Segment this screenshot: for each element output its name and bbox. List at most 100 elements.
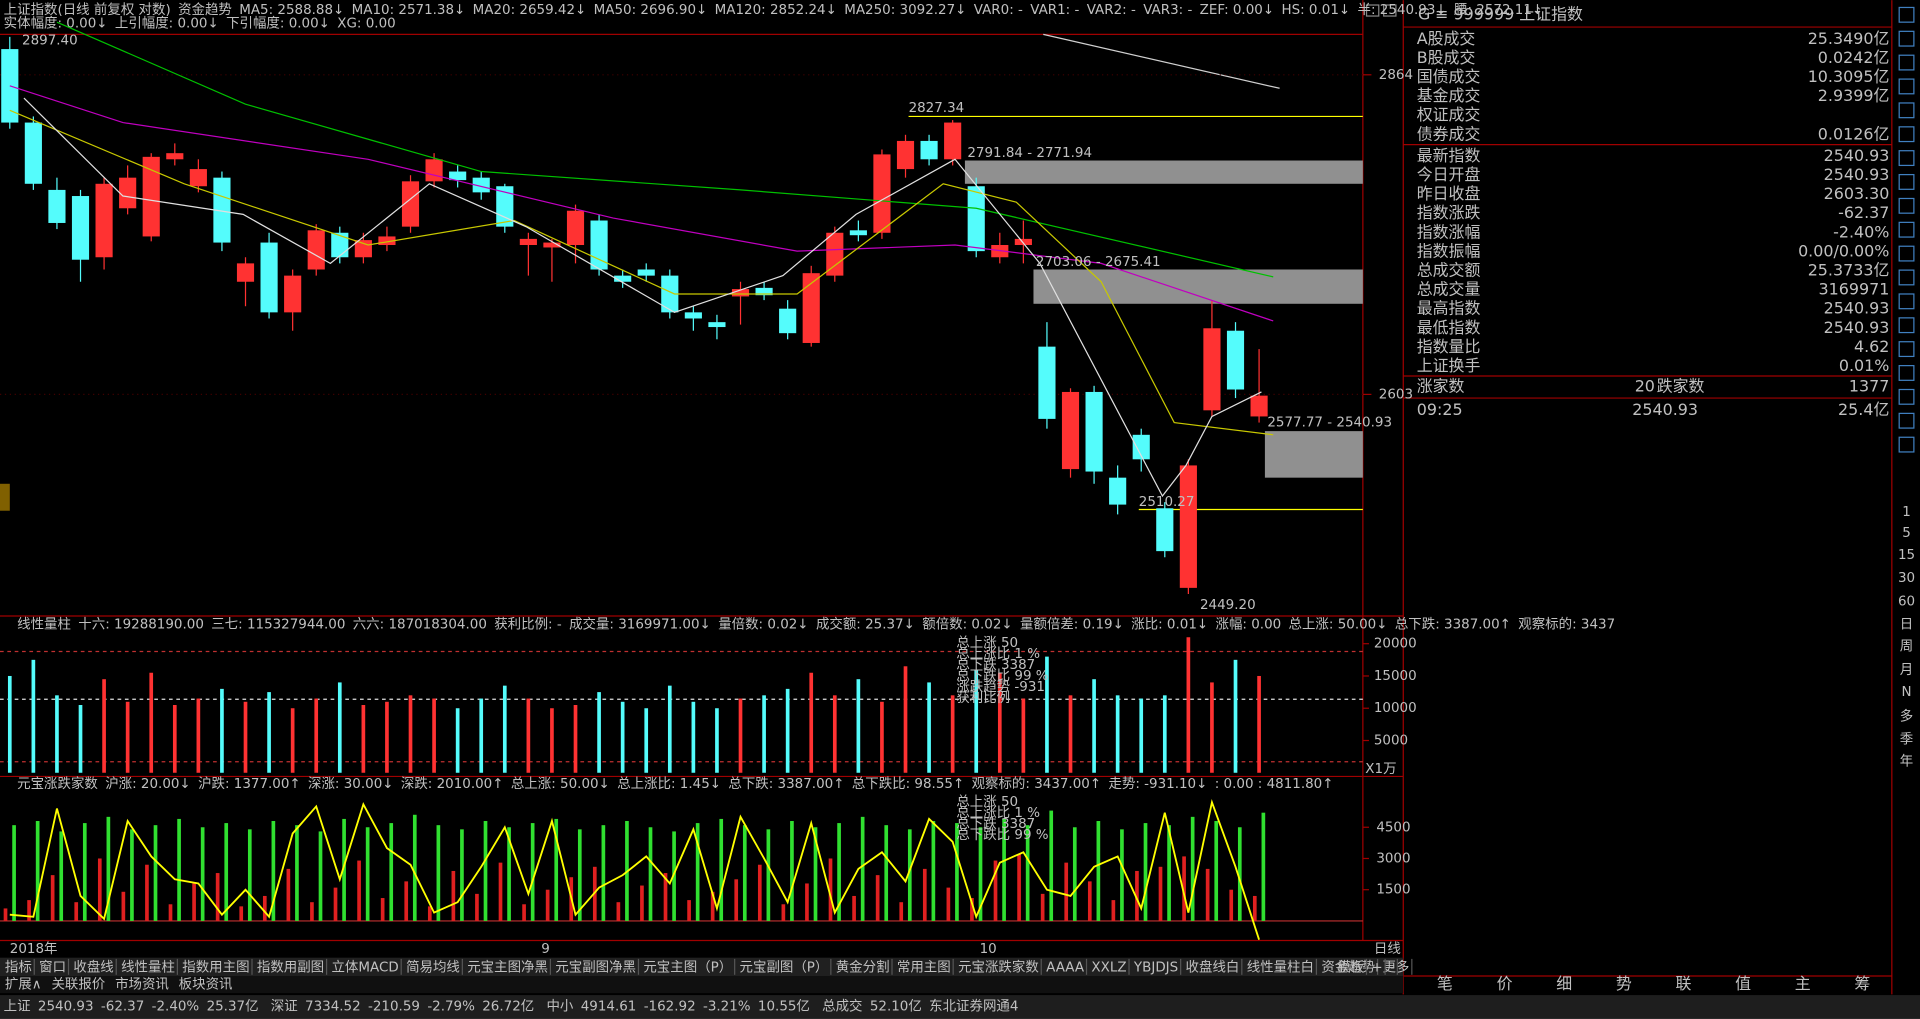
indicator-value: MA5: 2588.88↓: [239, 3, 344, 18]
tool-icon[interactable]: [1898, 388, 1915, 405]
tool-icon[interactable]: [1898, 412, 1915, 429]
tool-icon[interactable]: [1898, 197, 1915, 214]
status-item: 深证: [271, 999, 298, 1015]
status-bar-shade: [0, 995, 1920, 1019]
down-count-bar: [97, 858, 102, 921]
tool-icon[interactable]: [1898, 173, 1915, 190]
status-item: 26.72亿: [482, 999, 534, 1015]
tab[interactable]: 指数用副图: [257, 959, 324, 975]
down-count-bar: [74, 902, 79, 921]
tab-bar: [0, 957, 1404, 977]
tool-icon[interactable]: [1898, 221, 1915, 238]
tool-icon[interactable]: [1898, 78, 1915, 95]
tab[interactable]: 元宝涨跌家数: [958, 958, 1039, 975]
tool-icon[interactable]: [1898, 150, 1915, 167]
status-item: -3.21%: [703, 1000, 751, 1015]
breadth-tick-label: 3000: [1376, 851, 1410, 866]
tool-icon[interactable]: [1898, 317, 1915, 334]
tab[interactable]: XXLZ: [1091, 960, 1126, 975]
tool-icon[interactable]: [1898, 30, 1915, 47]
period-button[interactable]: 年: [1900, 754, 1913, 770]
down-count-bar: [27, 900, 31, 921]
tool-icon[interactable]: [1898, 365, 1915, 381]
breadth-tick-label: 1500: [1376, 883, 1410, 898]
side-handle[interactable]: [0, 483, 10, 511]
tab[interactable]: 常用主图: [897, 959, 951, 975]
window-button[interactable]: [1365, 4, 1380, 17]
down-count-bar: [828, 858, 833, 921]
period-button[interactable]: 周: [1900, 640, 1913, 655]
volume-overlay: 总下跌 3387: [956, 657, 1035, 673]
tab[interactable]: 线性量柱白: [1247, 959, 1314, 975]
up-count-bar: [742, 825, 747, 921]
tab[interactable]: 模板: [1337, 959, 1364, 975]
period-button[interactable]: N: [1901, 685, 1911, 700]
tab[interactable]: 窗口: [39, 958, 66, 975]
tab[interactable]: 资金趋势: [1321, 959, 1375, 975]
tab[interactable]: 元宝副图净黑: [555, 959, 636, 975]
candle-body: [1014, 238, 1032, 246]
tab[interactable]: -: [1390, 960, 1395, 975]
tool-icon[interactable]: [1898, 436, 1915, 453]
up-count-bar: [695, 823, 700, 921]
tool-icon[interactable]: [1898, 269, 1915, 286]
volume-indicator: 成交额: 25.37↓: [816, 616, 915, 633]
window-button[interactable]: [1383, 4, 1397, 17]
tool-icon[interactable]: [1898, 6, 1915, 23]
volume-bar: [809, 672, 814, 773]
tab[interactable]: YBJDJS: [1133, 960, 1178, 975]
quote-value: 4.62: [1854, 337, 1889, 356]
tab[interactable]: 元宝主图净黑: [467, 959, 548, 975]
panel-tab[interactable]: 主: [1795, 974, 1811, 993]
period-button[interactable]: 季: [1900, 732, 1913, 748]
indicator-value: VAR3: -: [1143, 3, 1192, 18]
tab[interactable]: 关联报价: [51, 977, 105, 993]
tab[interactable]: 指标: [5, 959, 32, 975]
period-button[interactable]: 日: [1900, 618, 1913, 633]
tool-icon[interactable]: [1898, 341, 1915, 358]
tab[interactable]: 更多: [1382, 958, 1409, 975]
breadth-indicator: 深跌: 2010.00↑: [401, 776, 504, 792]
tab[interactable]: 线性量柱: [121, 959, 175, 975]
tab[interactable]: 元宝主图（P）: [643, 959, 732, 975]
tab[interactable]: 元宝副图（P）: [740, 959, 829, 975]
panel-tab[interactable]: 笔: [1437, 974, 1453, 993]
period-button[interactable]: 1: [1902, 505, 1911, 520]
tab[interactable]: 简易均线: [406, 958, 460, 975]
tab[interactable]: 收盘线白: [1186, 958, 1240, 975]
tab[interactable]: 收盘线: [73, 958, 113, 975]
period-button[interactable]: 多: [1900, 707, 1913, 724]
tab[interactable]: 扩展∧: [5, 977, 42, 993]
indicator-value: MA20: 2659.42↓: [473, 3, 587, 18]
panel-tab[interactable]: 筹: [1854, 974, 1870, 993]
tab[interactable]: 市场资讯: [115, 976, 169, 993]
period-button[interactable]: 60: [1898, 594, 1915, 609]
panel-tab[interactable]: 细: [1556, 974, 1572, 993]
tool-icon[interactable]: [1898, 102, 1915, 119]
candle-body: [1179, 465, 1197, 588]
tool-icon[interactable]: [1898, 293, 1915, 310]
panel-tab[interactable]: 联: [1675, 974, 1691, 993]
down-count-bar: [1205, 868, 1210, 921]
tab[interactable]: 立体MACD: [331, 959, 398, 975]
tool-icon[interactable]: [1898, 245, 1915, 262]
tab[interactable]: 指数用主图: [182, 959, 249, 975]
tab[interactable]: 黄金分割: [836, 958, 890, 975]
volume-indicator: 三七: 115327944.00: [211, 617, 345, 633]
panel-tab[interactable]: 值: [1735, 974, 1751, 993]
tool-icon[interactable]: [1898, 54, 1915, 71]
tab[interactable]: AAAA: [1046, 960, 1085, 975]
period-button[interactable]: 月: [1900, 663, 1913, 678]
period-button[interactable]: 30: [1898, 571, 1915, 586]
period-button[interactable]: 5: [1902, 526, 1911, 541]
volume-indicator: 涨比: 0.01↓: [1131, 617, 1208, 633]
panel-tab[interactable]: 势: [1616, 974, 1632, 993]
tab[interactable]: +: [1371, 960, 1382, 975]
tab[interactable]: 板块资讯: [179, 977, 233, 993]
quote-value: 2.9399亿: [1818, 86, 1890, 105]
down-count-bar: [875, 875, 880, 921]
panel-tab[interactable]: 价: [1497, 974, 1513, 993]
period-button[interactable]: 15: [1898, 548, 1915, 563]
quote-label: A股成交: [1417, 29, 1476, 48]
tool-icon[interactable]: [1898, 126, 1915, 143]
